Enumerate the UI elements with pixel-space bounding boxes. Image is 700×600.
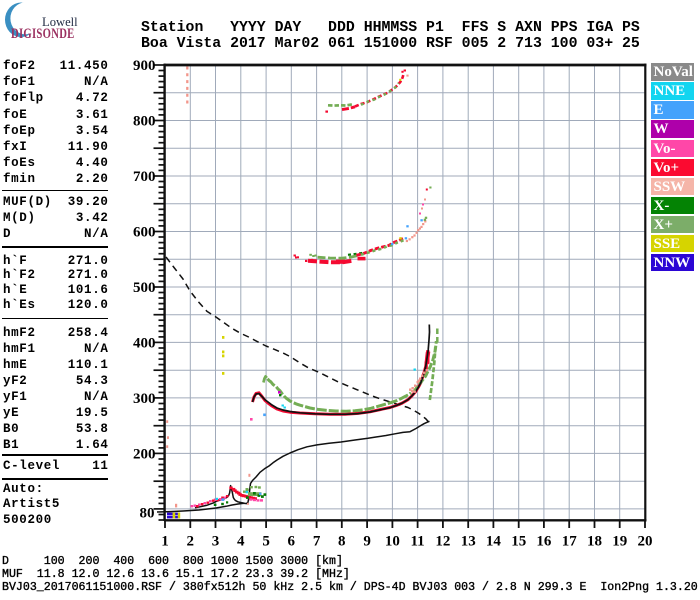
svg-text:600: 600 — [133, 225, 156, 241]
svg-text:3: 3 — [212, 534, 220, 550]
svg-text:16: 16 — [536, 534, 552, 550]
svg-text:5: 5 — [262, 534, 270, 550]
svg-text:2: 2 — [187, 534, 195, 550]
svg-text:500: 500 — [133, 280, 156, 296]
svg-text:300: 300 — [133, 391, 156, 407]
svg-text:17: 17 — [562, 534, 578, 550]
svg-text:200: 200 — [133, 446, 156, 462]
svg-text:15: 15 — [511, 534, 526, 550]
svg-text:18: 18 — [587, 534, 602, 550]
svg-text:12: 12 — [435, 534, 450, 550]
svg-text:700: 700 — [133, 169, 156, 185]
svg-text:4: 4 — [237, 534, 245, 550]
svg-text:800: 800 — [133, 114, 156, 130]
svg-text:1: 1 — [161, 534, 169, 550]
svg-text:9: 9 — [363, 534, 371, 550]
svg-text:14: 14 — [486, 534, 502, 550]
svg-text:19: 19 — [612, 534, 627, 550]
svg-text:8: 8 — [338, 534, 346, 550]
svg-text:80: 80 — [140, 506, 155, 522]
svg-text:6: 6 — [288, 534, 296, 550]
svg-text:13: 13 — [461, 534, 476, 550]
svg-text:7: 7 — [313, 534, 321, 550]
svg-text:900: 900 — [133, 58, 156, 74]
svg-text:400: 400 — [133, 335, 156, 351]
svg-text:20: 20 — [638, 534, 653, 550]
svg-text:11: 11 — [411, 534, 425, 550]
svg-text:10: 10 — [385, 534, 400, 550]
